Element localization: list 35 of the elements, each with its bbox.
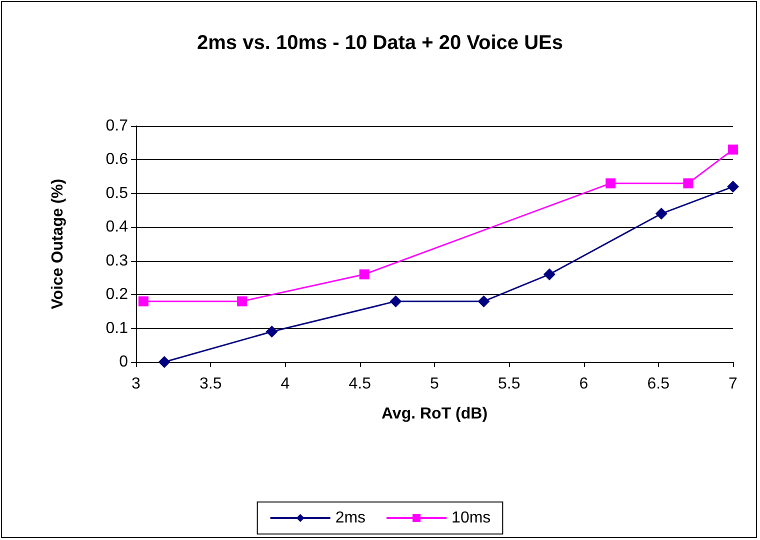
x-tick-label: 5.5 — [498, 376, 520, 392]
point — [390, 295, 402, 308]
point — [655, 208, 668, 220]
chart-title: 2ms vs. 10ms - 10 Data + 20 Voice UEs — [197, 32, 563, 54]
point — [138, 296, 148, 306]
x-tick-label: 5 — [430, 376, 440, 392]
y-tick-label: 0.5 — [106, 184, 128, 202]
y-tick-label: 0.6 — [106, 151, 128, 168]
x-tick-label: 7 — [728, 376, 738, 392]
point — [727, 180, 739, 193]
y-tick-label: 0 — [119, 354, 128, 370]
point — [266, 326, 278, 338]
y-axis-title: Voice Outage (%) — [50, 178, 66, 310]
point — [543, 268, 556, 280]
point — [236, 296, 247, 306]
x-tick-label: 3 — [132, 376, 141, 392]
point — [683, 178, 694, 188]
point — [359, 269, 370, 280]
x-tick-label: 6 — [579, 376, 588, 392]
y-tick-label: 0.2 — [106, 286, 128, 304]
legend-label: 2ms — [335, 510, 366, 526]
point — [158, 356, 170, 368]
point — [606, 178, 616, 188]
y-tick-label: 0.4 — [106, 218, 128, 236]
y-tick-label: 0.1 — [106, 320, 128, 337]
x-tick-label: 3.5 — [200, 376, 222, 392]
legend-label: 10ms — [452, 510, 491, 526]
x-tick-label: 4 — [280, 376, 290, 392]
y-tick-label: 0.3 — [106, 252, 128, 270]
point — [478, 295, 490, 308]
y-tick-label: 0.7 — [106, 118, 128, 134]
point — [728, 144, 738, 155]
x-tick-label: 4.5 — [348, 376, 372, 392]
x-axis-title: Avg. RoT (dB) — [381, 406, 488, 422]
x-tick-label: 6.5 — [647, 376, 670, 392]
